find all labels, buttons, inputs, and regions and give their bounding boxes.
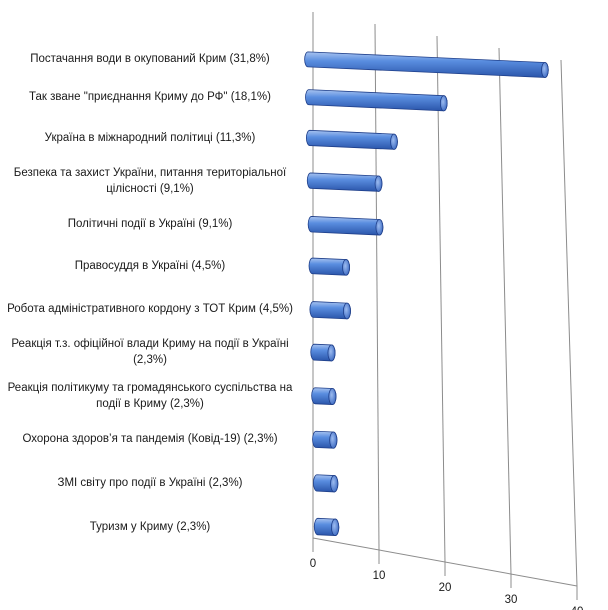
bar — [313, 517, 340, 536]
bar-end-cap — [375, 219, 384, 236]
bar-end-cap — [329, 431, 338, 449]
bar-body — [307, 216, 384, 236]
x-tick-label: 30 — [505, 594, 518, 606]
bar — [312, 430, 338, 449]
bar-end-cap — [439, 95, 448, 112]
bar — [305, 89, 448, 112]
bar-end-cap — [541, 62, 549, 78]
x-tick-label: 20 — [439, 582, 452, 594]
bar-end-cap — [331, 518, 340, 536]
bar-end-cap — [328, 388, 337, 405]
x-tick-label: 0 — [310, 558, 316, 570]
bar — [313, 474, 339, 493]
bar — [306, 172, 383, 192]
gridline — [436, 35, 446, 563]
bar-end-cap — [342, 259, 350, 276]
bar-end-cap — [327, 344, 336, 362]
bars — [304, 51, 549, 536]
bar — [307, 216, 384, 236]
bar — [309, 301, 351, 320]
bar-end-cap — [330, 475, 339, 493]
bar — [310, 343, 336, 362]
bar — [304, 51, 549, 78]
bar-end-cap — [374, 175, 383, 192]
bar-body — [306, 172, 383, 192]
gridline — [374, 23, 380, 551]
bar-end-cap — [343, 302, 351, 320]
x-tick-label: 40 — [571, 606, 584, 610]
bar-end-cap — [390, 133, 398, 150]
bar — [311, 387, 337, 405]
floor-edge — [312, 537, 578, 587]
gridline — [560, 59, 578, 587]
x-tick-label: 10 — [373, 570, 386, 582]
bar-body — [306, 129, 398, 150]
bar-body — [304, 51, 549, 78]
bar — [306, 129, 398, 150]
x-axis-ticks: 0 10 20 30 40 — [310, 558, 584, 610]
bar-body — [305, 89, 448, 112]
gridlines — [312, 12, 578, 600]
gridline — [498, 47, 512, 575]
bar — [308, 257, 350, 276]
